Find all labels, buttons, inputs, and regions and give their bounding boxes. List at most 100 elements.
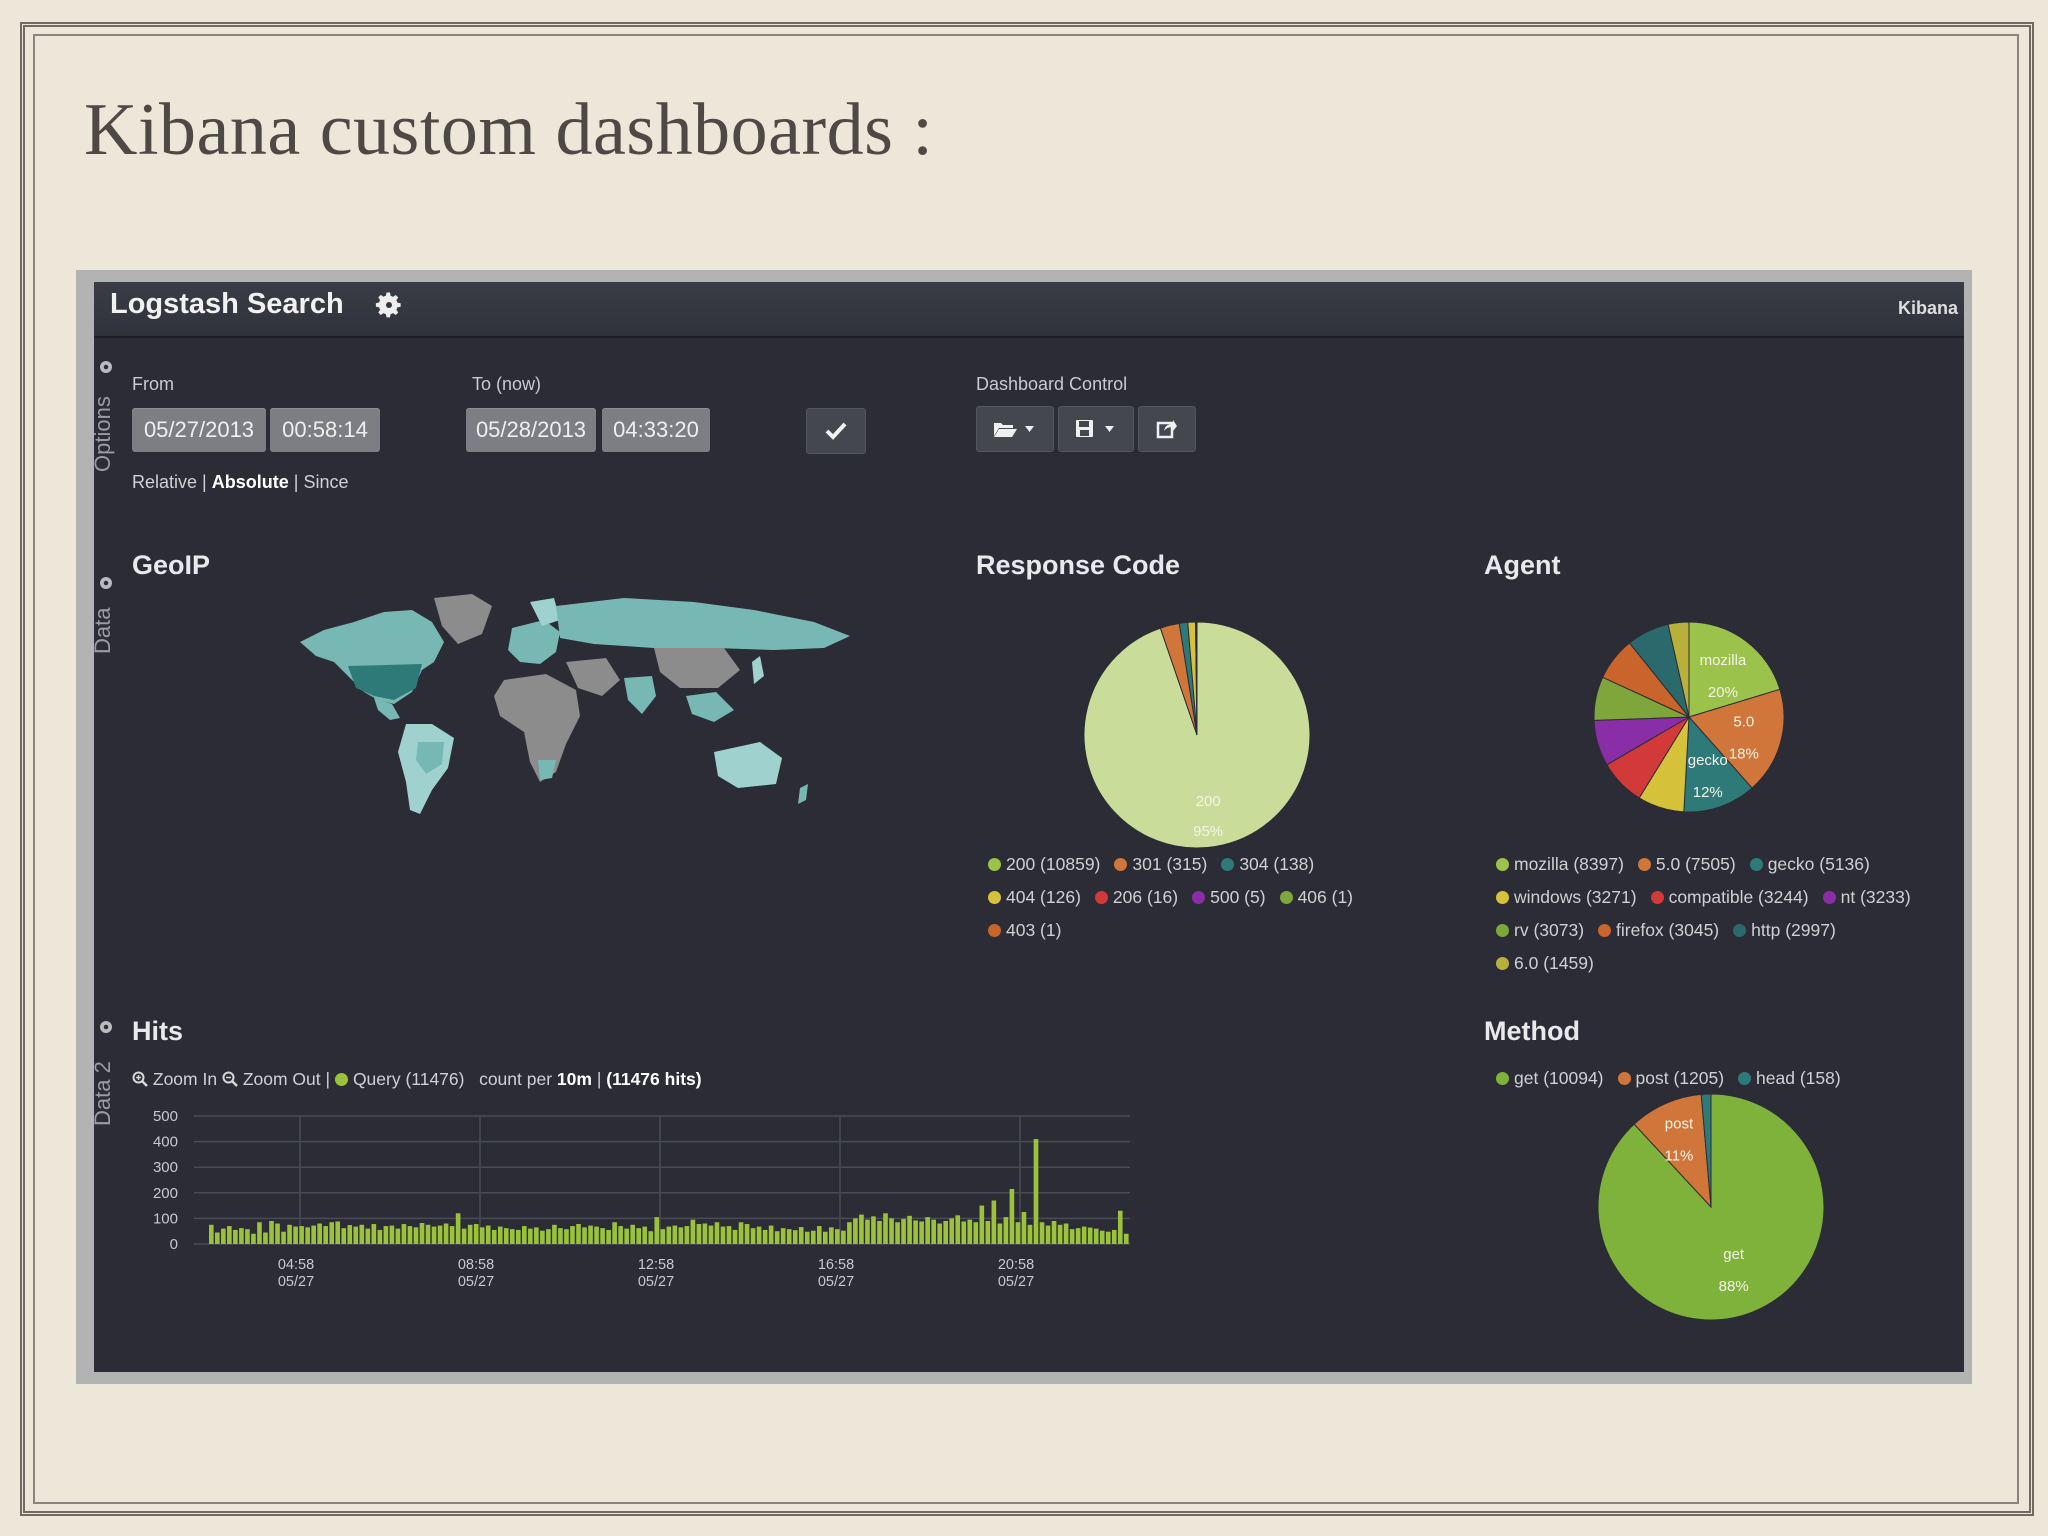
hits-bar[interactable] [762, 1229, 768, 1244]
hits-bar[interactable] [630, 1224, 635, 1244]
hits-bar[interactable] [1021, 1212, 1027, 1244]
hits-bar[interactable] [305, 1227, 310, 1244]
hits-bar[interactable] [961, 1221, 967, 1244]
hits-bar[interactable] [612, 1222, 617, 1244]
agent-pie[interactable]: mozilla 20% 5.0 18%gecko 12% [1594, 622, 1784, 812]
agent-legend-item[interactable]: 5.0 (7505) [1637, 854, 1736, 875]
hits-bar[interactable] [943, 1220, 949, 1244]
hits-bar[interactable] [847, 1222, 852, 1244]
hits-bar[interactable] [648, 1231, 654, 1244]
hits-bar[interactable] [925, 1217, 930, 1244]
hits-bar[interactable] [335, 1221, 341, 1244]
zoom-in-link[interactable]: Zoom In [132, 1069, 217, 1089]
hits-bar[interactable] [997, 1223, 1003, 1244]
hits-bar[interactable] [907, 1215, 912, 1244]
data2-gear-icon[interactable] [97, 1018, 115, 1036]
hits-bar[interactable] [865, 1219, 870, 1244]
hits-bar[interactable] [582, 1227, 587, 1244]
hits-bar[interactable] [780, 1228, 786, 1244]
agent-slice-gecko[interactable] [1683, 715, 1753, 812]
hits-bar[interactable] [883, 1213, 888, 1244]
hits-bar[interactable] [233, 1229, 238, 1244]
hits-bar[interactable] [461, 1228, 467, 1244]
hits-bar[interactable] [810, 1230, 816, 1244]
hits-bar[interactable] [371, 1224, 377, 1244]
hits-bar[interactable] [1063, 1223, 1069, 1244]
hits-bar[interactable] [389, 1225, 395, 1244]
hits-bar[interactable] [564, 1229, 569, 1244]
hits-bar[interactable] [407, 1226, 413, 1244]
agent-slice-60[interactable] [1667, 622, 1690, 718]
method-legend-item[interactable]: post (1205) [1617, 1068, 1724, 1089]
agent-legend-item[interactable]: compatible (3244) [1650, 887, 1809, 908]
response-legend-item[interactable]: 403 (1) [988, 920, 1061, 941]
hits-bar[interactable] [546, 1229, 551, 1244]
hits-bar[interactable] [829, 1227, 834, 1244]
hits-bar[interactable] [413, 1227, 419, 1244]
hits-bar[interactable] [708, 1225, 714, 1244]
hits-bar[interactable] [311, 1225, 316, 1244]
agent-legend-item[interactable]: gecko (5136) [1749, 854, 1870, 875]
save-dashboard-button[interactable] [1058, 406, 1134, 452]
hits-bar[interactable] [485, 1225, 491, 1244]
hits-bar[interactable] [467, 1224, 473, 1244]
hits-bar[interactable] [1015, 1222, 1021, 1244]
hits-bar[interactable] [323, 1226, 328, 1244]
hits-bar[interactable] [853, 1218, 858, 1244]
hits-bar[interactable] [281, 1231, 286, 1244]
hits-bar[interactable] [654, 1217, 660, 1244]
hits-bar[interactable] [1075, 1228, 1081, 1244]
response-legend-item[interactable]: 206 (16) [1094, 887, 1178, 908]
hits-bar[interactable] [1081, 1226, 1087, 1244]
hits-bar[interactable] [425, 1224, 431, 1244]
hits-bar[interactable] [973, 1222, 979, 1244]
hits-bar[interactable] [732, 1229, 738, 1244]
hits-bar[interactable] [744, 1224, 750, 1244]
method-legend-item[interactable]: head (158) [1738, 1068, 1841, 1089]
agent-legend-item[interactable]: firefox (3045) [1598, 920, 1719, 941]
hits-bar[interactable] [756, 1226, 762, 1244]
hits-bar[interactable] [263, 1232, 268, 1244]
hits-bar[interactable] [299, 1226, 304, 1244]
hits-bar[interactable] [245, 1229, 250, 1244]
hits-bar[interactable] [1087, 1227, 1093, 1244]
hits-bar[interactable] [798, 1227, 804, 1244]
hits-bar[interactable] [552, 1224, 557, 1244]
hits-bar[interactable] [606, 1229, 611, 1244]
load-dashboard-button[interactable] [976, 406, 1054, 452]
hits-bar[interactable] [1003, 1217, 1009, 1244]
from-time-input[interactable]: 00:58:14 [270, 408, 380, 452]
hits-bar[interactable] [720, 1226, 726, 1244]
hits-bar[interactable] [251, 1233, 256, 1244]
hits-bar[interactable] [431, 1226, 437, 1244]
data-gear-icon[interactable] [97, 574, 115, 592]
hits-bar[interactable] [449, 1226, 455, 1244]
hits-bar[interactable] [792, 1230, 798, 1244]
hits-bar[interactable] [1123, 1233, 1129, 1244]
hits-bar[interactable] [570, 1226, 575, 1244]
hits-bar[interactable] [534, 1227, 539, 1244]
agent-legend-item[interactable]: http (2997) [1733, 920, 1836, 941]
hits-bar[interactable] [991, 1200, 997, 1244]
hits-bar[interactable] [750, 1228, 756, 1244]
agent-legend-item[interactable]: windows (3271) [1496, 887, 1637, 908]
hits-bar[interactable] [1033, 1139, 1039, 1244]
hits-bar[interactable] [841, 1230, 846, 1244]
hits-bar[interactable] [209, 1224, 214, 1244]
hits-bar[interactable] [275, 1223, 280, 1244]
hits-query-label[interactable]: Query (11476) [352, 1069, 465, 1089]
hits-bar[interactable] [768, 1225, 774, 1244]
hits-bar[interactable] [509, 1229, 515, 1244]
hits-bar[interactable] [901, 1218, 906, 1244]
gear-icon[interactable] [374, 290, 404, 320]
hits-bar[interactable] [672, 1225, 678, 1244]
hits-bar[interactable] [491, 1229, 497, 1244]
to-time-input[interactable]: 04:33:20 [602, 408, 710, 452]
response-legend-item[interactable]: 404 (126) [988, 887, 1081, 908]
hits-bar[interactable] [503, 1228, 509, 1244]
share-dashboard-button[interactable] [1138, 406, 1196, 452]
hits-bar[interactable] [919, 1221, 924, 1244]
agent-slice-mozilla[interactable] [1688, 622, 1781, 718]
hits-bar[interactable] [576, 1224, 581, 1244]
hits-bar[interactable] [221, 1228, 226, 1244]
